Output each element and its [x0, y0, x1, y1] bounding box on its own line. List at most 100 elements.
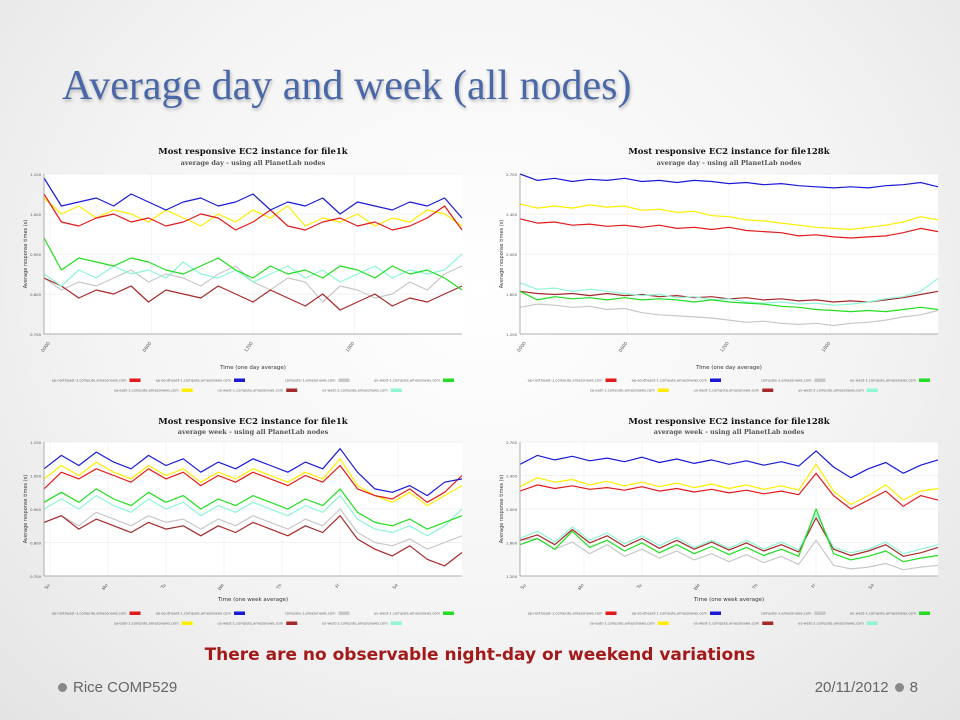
legend-label: ap-southeast-1.compute.amazonaws.com	[632, 379, 708, 383]
series-line	[43, 448, 463, 497]
y-axis-label: Average response times (s)	[23, 475, 29, 543]
chart-title: Most responsive EC2 instance for file1k	[158, 417, 348, 427]
y-tick-label: 2.400	[506, 212, 517, 217]
legend-label: sa-east-1.compute.amazonaws.com	[590, 389, 655, 393]
x-tick-label: Tu	[159, 583, 167, 591]
y-tick-label: 2.700	[506, 172, 517, 177]
legend-swatch	[286, 388, 298, 392]
chart-subtitle: average day - using all PlanetLab nodes	[181, 159, 326, 167]
x-tick-label: 0600	[618, 341, 630, 354]
x-tick-label: Th	[751, 583, 760, 592]
chart-svg: Most responsive EC2 instance for file1ka…	[23, 417, 463, 626]
legend-swatch	[866, 621, 878, 625]
legend-swatch	[338, 378, 350, 382]
legend-label: sa-east-1.compute.amazonaws.com	[590, 622, 655, 626]
chart-svg: Most responsive EC2 instance for file128…	[499, 147, 939, 393]
series-line	[519, 508, 939, 563]
series-line	[519, 517, 939, 557]
legend-label: compute-1.amazonaws.com	[285, 612, 336, 616]
y-tick-label: 1.000	[30, 212, 41, 217]
series-line	[43, 277, 463, 311]
x-tick-label: Sa	[391, 583, 399, 591]
y-axis-label: Average response times (s)	[499, 475, 505, 543]
series-line	[43, 464, 463, 503]
legend-swatch	[762, 388, 774, 392]
x-tick-label: Fr	[334, 583, 341, 590]
y-tick-label: 0.800	[30, 541, 41, 546]
legend-label: compute-1.amazonaws.com	[285, 379, 336, 383]
series-line	[43, 237, 463, 291]
y-tick-label: 0.700	[30, 574, 41, 579]
x-tick-label: Su	[43, 583, 51, 591]
legend-swatch	[762, 621, 774, 625]
legend-label: us-west-1.compute.amazonaws.com	[694, 622, 760, 626]
legend-label: ap-northeast-1.compute.amazonaws.com	[52, 612, 127, 616]
legend-label: eu-west-1.compute.amazonaws.com	[374, 612, 441, 616]
legend-label: us-west-2.compute.amazonaws.com	[322, 622, 388, 626]
series-line	[519, 278, 939, 306]
chart-svg: Most responsive EC2 instance for file1k a…	[23, 147, 463, 393]
legend-label: sa-east-1.compute.amazonaws.com	[114, 622, 179, 626]
legend-swatch	[181, 388, 193, 392]
series-line	[43, 488, 463, 530]
legend-swatch	[919, 378, 930, 382]
x-tick-label: 1200	[243, 341, 255, 354]
chart-title: Most responsive EC2 instance for file1k	[158, 147, 348, 157]
footer-left: Rice COMP529	[58, 679, 177, 696]
y-tick-label: 2.400	[506, 474, 517, 479]
legend-swatch	[390, 388, 402, 392]
x-tick-label: Sa	[867, 583, 875, 591]
legend-label: us-west-2.compute.amazonaws.com	[798, 389, 864, 393]
chart-day-file128k: Most responsive EC2 instance for file128…	[492, 140, 952, 402]
legend-label: ap-southeast-1.compute.amazonaws.com	[632, 612, 708, 616]
y-tick-label: 1.000	[30, 474, 41, 479]
footer-bullet-icon	[58, 683, 67, 692]
series-line	[519, 450, 939, 479]
legend-swatch	[181, 621, 193, 625]
y-tick-label: 1.600	[506, 541, 517, 546]
y-axis-label: Average response times (s)	[23, 220, 29, 288]
legend-label: ap-southeast-1.compute.amazonaws.com	[156, 612, 232, 616]
series-line	[519, 203, 939, 231]
x-tick-label: 0000	[40, 341, 52, 354]
y-tick-label: 2.000	[506, 252, 517, 257]
y-tick-label: 0.700	[30, 332, 41, 337]
series-line	[43, 515, 463, 567]
legend-swatch	[814, 378, 826, 382]
x-tick-label: Mo	[101, 583, 110, 592]
series-line	[43, 197, 463, 227]
plot-area	[519, 441, 939, 577]
slide-title: Average day and week (all nodes)	[62, 63, 632, 109]
footer-course: Rice COMP529	[73, 679, 178, 696]
chart-svg: Most responsive EC2 instance for file128…	[499, 417, 939, 626]
legend-swatch	[234, 611, 245, 615]
chart-subtitle: average week - using all PlanetLab nodes	[178, 428, 329, 436]
y-tick-label: 2.700	[506, 440, 517, 445]
legend-label: us-west-1.compute.amazonaws.com	[694, 389, 760, 393]
series-line	[43, 177, 463, 219]
legend-swatch	[605, 378, 617, 382]
chart-day-file1k: Most responsive EC2 instance for file1k a…	[16, 140, 476, 402]
footer-right: 20/11/2012 8	[815, 679, 918, 696]
legend-label: compute-1.amazonaws.com	[761, 612, 812, 616]
chart-title: Most responsive EC2 instance for file128…	[628, 147, 830, 157]
legend-swatch	[866, 388, 878, 392]
series-line	[519, 303, 939, 327]
y-tick-label: 1.600	[506, 292, 517, 297]
chart-week-file1k: Most responsive EC2 instance for file1k a…	[16, 412, 476, 634]
legend-label: us-west-1.compute.amazonaws.com	[218, 622, 284, 626]
series-line	[43, 458, 463, 507]
series-line	[519, 512, 939, 555]
plot-area	[43, 173, 463, 335]
legend-swatch	[605, 611, 617, 615]
legend-swatch	[390, 621, 402, 625]
legend-swatch	[443, 378, 454, 382]
chart-subtitle: average day - using all PlanetLab nodes	[657, 159, 802, 167]
chart-subtitle: average week - using all PlanetLab nodes	[654, 428, 805, 436]
series-line	[519, 537, 939, 571]
series-line	[43, 508, 463, 550]
x-axis-label: Time (one week average)	[693, 597, 764, 603]
x-axis-label: Time (one day average)	[219, 365, 286, 371]
x-tick-label: Mo	[577, 583, 586, 592]
series-line	[519, 472, 939, 510]
